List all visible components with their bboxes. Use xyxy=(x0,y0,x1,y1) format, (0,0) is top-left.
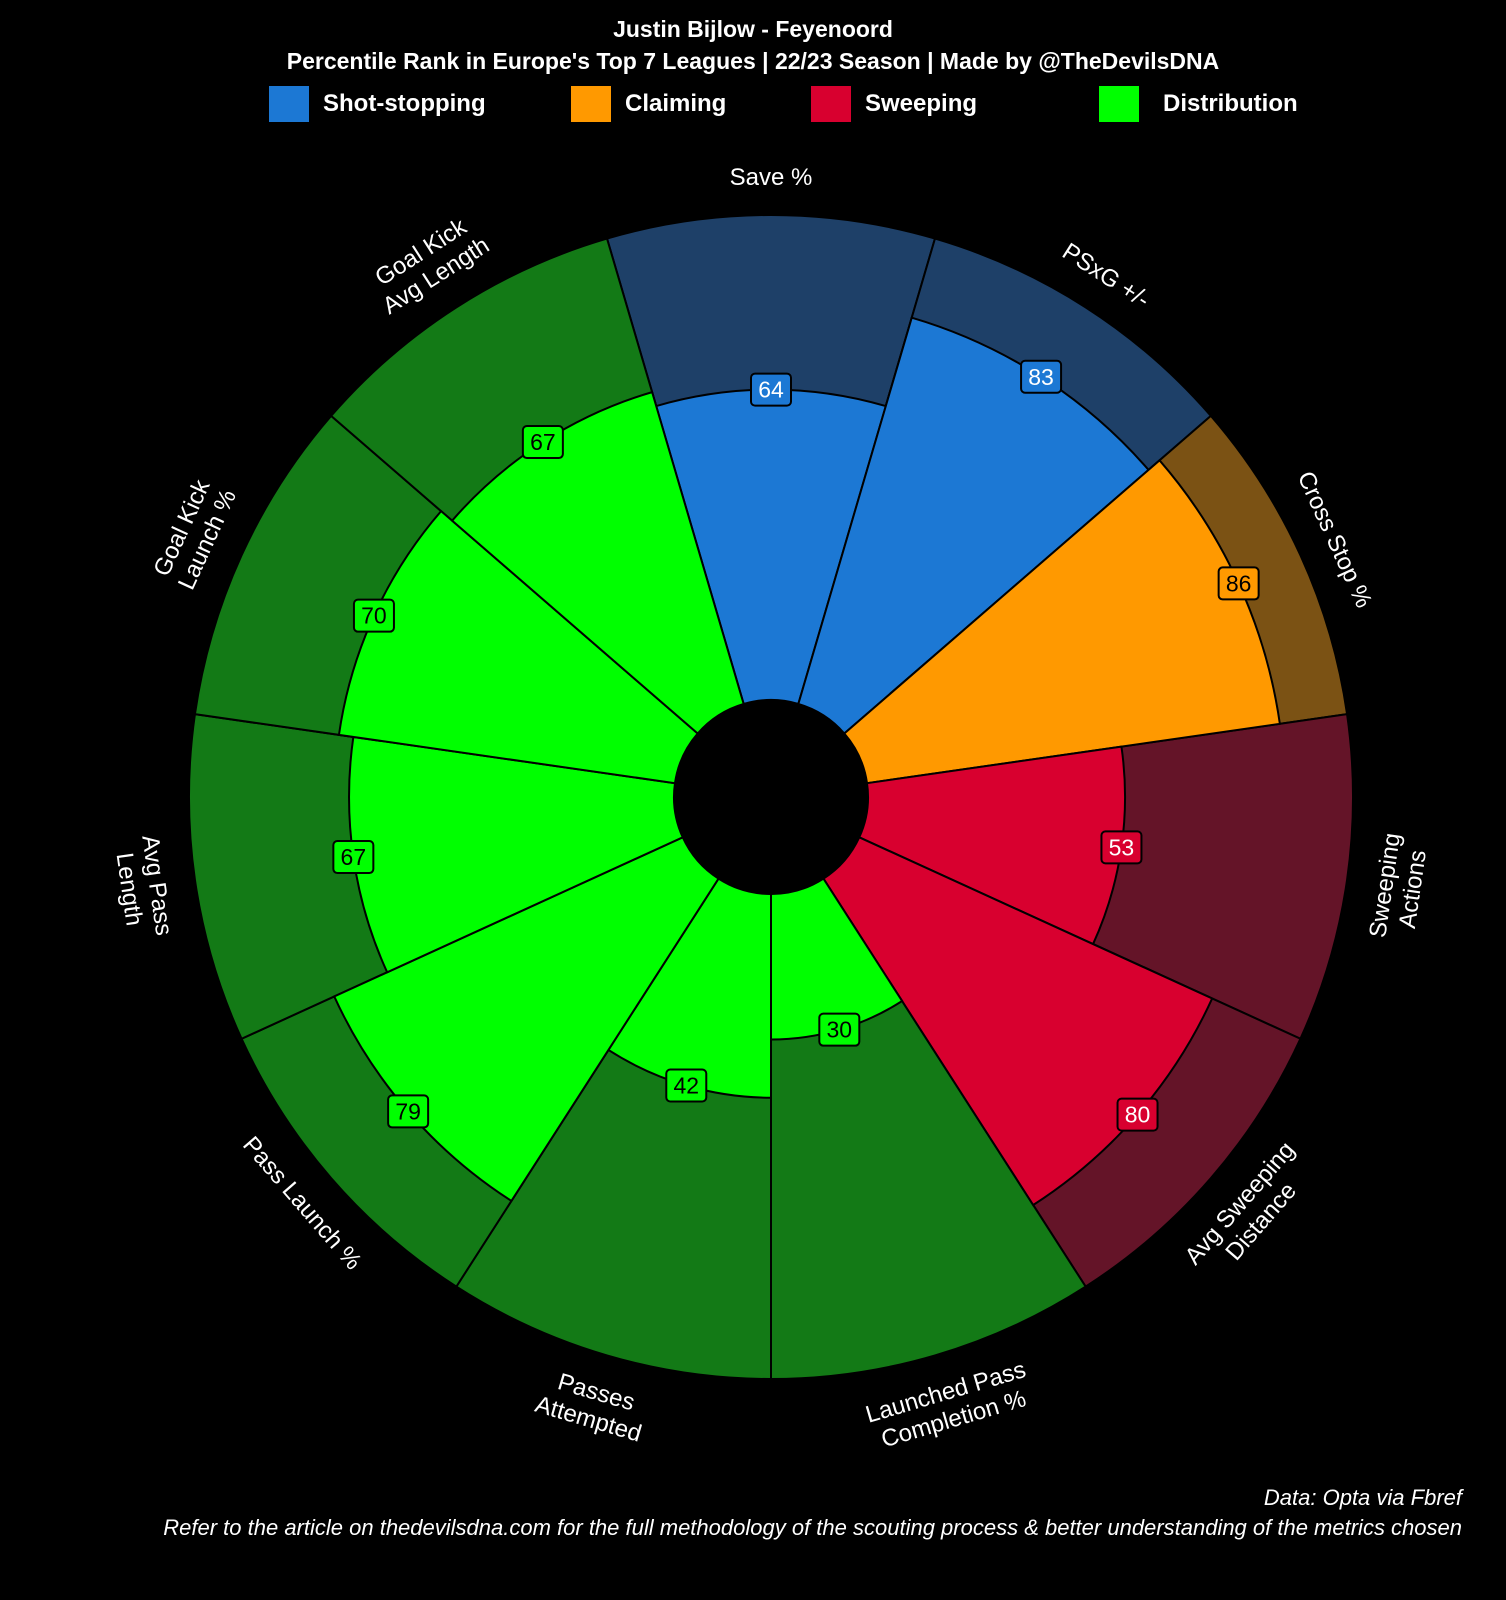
metric-label-sweeping-actions: SweepingActions xyxy=(1364,831,1433,943)
svg-text:67: 67 xyxy=(530,429,556,455)
svg-text:80: 80 xyxy=(1125,1102,1151,1128)
legend-item-claiming: Claiming xyxy=(571,86,726,122)
legend-label: Shot-stopping xyxy=(323,90,486,117)
legend-swatch xyxy=(269,86,309,122)
metric-label-goal-kick-launch: Goal KickLaunch % xyxy=(148,474,242,594)
value-label-avg-pass-length: 67 xyxy=(332,840,375,875)
value-label-passes-attempted: 42 xyxy=(665,1068,708,1103)
svg-text:70: 70 xyxy=(361,603,387,629)
svg-text:67: 67 xyxy=(341,844,367,870)
svg-text:42: 42 xyxy=(673,1073,699,1099)
svg-text:79: 79 xyxy=(395,1098,421,1124)
value-label-launched-pass-completion: 30 xyxy=(818,1012,861,1047)
chart-title: Justin Bijlow - Feyenoord xyxy=(613,16,893,42)
svg-text:64: 64 xyxy=(758,377,784,403)
legend-swatch xyxy=(811,86,851,122)
svg-text:30: 30 xyxy=(827,1017,853,1043)
metric-label-passes-attempted: PassesAttempted xyxy=(532,1364,652,1448)
legend-item-sweeping: Sweeping xyxy=(811,86,977,122)
metric-label-launched-pass-completion: Launched PassCompletion % xyxy=(863,1356,1037,1455)
legend-label: Sweeping xyxy=(865,90,978,117)
value-label-goal-kick-launch: 70 xyxy=(352,598,395,633)
value-label-goal-kick-avg-length: 67 xyxy=(521,425,564,460)
chart-subtitle: Percentile Rank in Europe's Top 7 League… xyxy=(286,48,1220,74)
value-label-avg-sweeping-distance: 80 xyxy=(1116,1097,1159,1132)
legend-swatch xyxy=(571,86,611,122)
legend-label: Claiming xyxy=(625,90,727,117)
methodology-note: Refer to the article on thedevilsdna.com… xyxy=(163,1515,1462,1540)
value-label-psxg: 83 xyxy=(1020,359,1063,394)
svg-text:83: 83 xyxy=(1028,364,1054,390)
metric-label-avg-pass-length: Avg PassLength xyxy=(109,833,178,941)
data-source-note: Data: Opta via Fbref xyxy=(1263,1485,1462,1510)
legend-swatch xyxy=(1099,86,1139,122)
legend-item-shot-stopping: Shot-stopping xyxy=(269,86,486,122)
legend-item-distribution: Distribution xyxy=(1099,86,1298,122)
metric-label-save: Save % xyxy=(730,164,813,191)
value-label-save: 64 xyxy=(750,372,792,407)
value-label-cross-stop: 86 xyxy=(1217,566,1260,601)
svg-text:53: 53 xyxy=(1109,834,1135,860)
value-label-sweeping-actions: 53 xyxy=(1100,830,1143,865)
legend-label: Distribution xyxy=(1163,90,1298,117)
center-hole xyxy=(674,700,868,894)
svg-text:86: 86 xyxy=(1226,570,1252,596)
value-label-pass-launch: 79 xyxy=(387,1094,430,1129)
